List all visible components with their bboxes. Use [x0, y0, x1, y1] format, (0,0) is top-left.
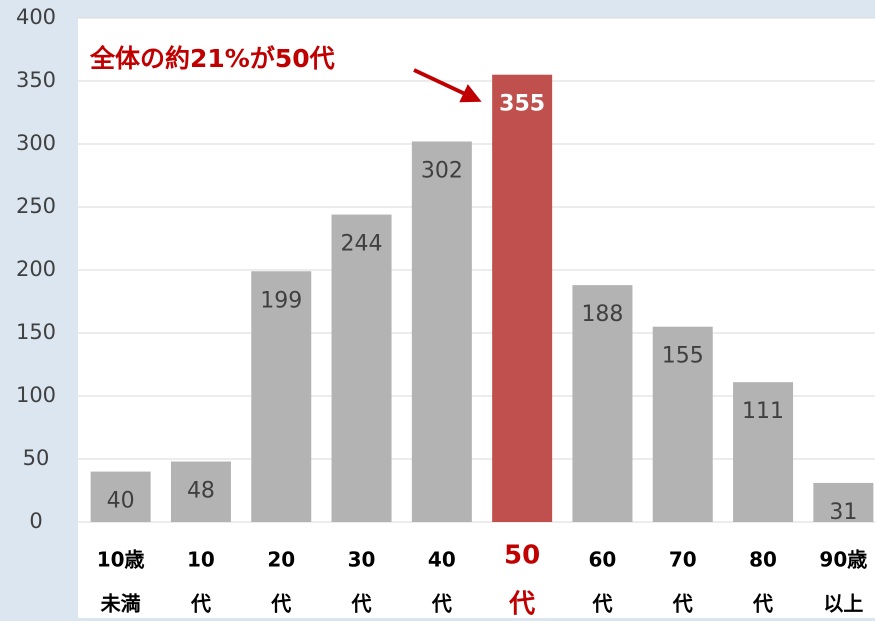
value-label: 40 — [107, 489, 135, 514]
plot-area — [78, 18, 875, 618]
bar — [331, 214, 392, 522]
bar — [572, 285, 633, 522]
bar — [492, 74, 553, 522]
x-tick-label: 代 — [591, 592, 612, 616]
x-tick-label: 50 — [504, 541, 540, 571]
bar — [170, 461, 231, 522]
x-tick-label: 代 — [752, 592, 773, 616]
bar — [90, 471, 151, 522]
x-tick-label: 以上 — [823, 592, 863, 616]
x-tick-label: 10歳 — [97, 548, 145, 572]
bar — [251, 271, 312, 522]
bars — [90, 74, 874, 523]
x-tick-label: 代 — [190, 592, 211, 616]
y-tick-label: 150 — [16, 320, 56, 344]
value-label: 31 — [829, 500, 857, 525]
x-tick-label: 70 — [669, 548, 697, 572]
y-tick-label: 50 — [23, 446, 50, 470]
value-label: 111 — [742, 399, 784, 424]
y-tick-label: 350 — [16, 68, 56, 92]
bar — [813, 482, 874, 522]
x-tick-label: 代 — [672, 592, 693, 616]
x-tick-label: 代 — [508, 590, 535, 620]
x-tick-label: 未満 — [101, 592, 141, 616]
value-label: 199 — [260, 288, 302, 313]
x-tick-label: 90歳 — [819, 548, 867, 572]
value-label: 188 — [581, 302, 623, 327]
y-tick-label: 250 — [16, 194, 56, 218]
value-label: 302 — [421, 158, 463, 183]
y-tick-label: 100 — [16, 383, 56, 407]
x-tick-label: 10 — [187, 548, 215, 572]
x-tick-label: 代 — [270, 592, 291, 616]
x-tick-label: 80 — [749, 548, 777, 572]
x-tick-label: 60 — [589, 548, 617, 572]
y-tick-label: 300 — [16, 131, 56, 155]
x-tick-label: 代 — [351, 592, 372, 616]
value-label: 244 — [341, 232, 383, 257]
bar — [411, 141, 472, 523]
y-tick-label: 200 — [16, 257, 56, 281]
x-tick-label: 代 — [431, 592, 452, 616]
annotation: 全体の約21%が50代 — [89, 44, 335, 73]
x-tick-label: 20 — [267, 548, 295, 572]
value-label: 155 — [662, 344, 704, 369]
x-tick-label: 40 — [428, 548, 456, 572]
x-tick-label: 30 — [348, 548, 376, 572]
y-tick-label: 0 — [29, 509, 42, 533]
bar — [733, 382, 794, 522]
bar — [652, 326, 713, 522]
value-label: 48 — [187, 479, 215, 504]
value-label: 355 — [499, 92, 545, 117]
annotation-arrow — [413, 68, 482, 103]
y-tick-label: 400 — [16, 5, 56, 29]
